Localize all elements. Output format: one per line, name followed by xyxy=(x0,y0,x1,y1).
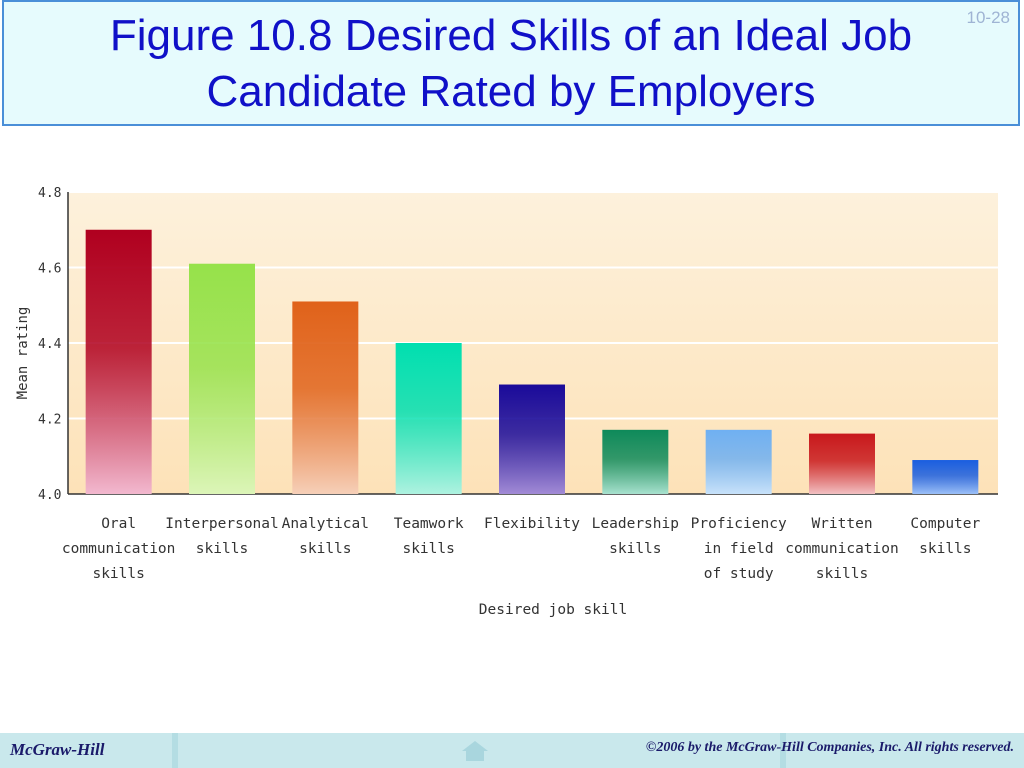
copyright-text: ©2006 by the McGraw-Hill Companies, Inc.… xyxy=(645,740,1014,755)
bar xyxy=(189,263,255,494)
x-tick-label: Teamwork xyxy=(394,516,464,532)
bar xyxy=(292,301,359,494)
x-tick-label: communication xyxy=(62,541,176,557)
bar xyxy=(809,433,875,494)
x-tick-label: skills xyxy=(196,541,248,557)
bar xyxy=(85,229,152,494)
home-icon[interactable] xyxy=(458,736,492,765)
y-tick-label: 4.0 xyxy=(38,488,61,503)
bar xyxy=(395,343,462,494)
x-tick-label: Proficiency xyxy=(691,516,787,532)
bar xyxy=(705,429,772,494)
x-tick-label: communication xyxy=(785,541,899,557)
x-tick-label: skills xyxy=(609,541,661,557)
x-tick-label: Written xyxy=(811,516,872,532)
title-box: Figure 10.8 Desired Skills of an Ideal J… xyxy=(2,0,1020,126)
x-tick-label: Interpersonal xyxy=(165,516,279,532)
footer-stripe xyxy=(172,733,178,768)
bar xyxy=(602,429,669,494)
footer-stripe xyxy=(780,733,786,768)
x-tick-label: skills xyxy=(299,541,351,557)
x-tick-label: Oral xyxy=(101,516,136,532)
bar-chart: 4.0 4.2 4.4 4.6 4.8 Mean rating Oral communicat… xyxy=(14,178,1000,624)
y-tick-label: 4.8 xyxy=(38,186,61,201)
x-tick-label: in field xyxy=(704,541,774,557)
publisher-name: McGraw-Hill xyxy=(10,740,105,759)
bar xyxy=(912,460,979,494)
x-tick-label: skills xyxy=(92,566,144,582)
footer-bar: McGraw-Hill ©2006 by the McGraw-Hill Com… xyxy=(0,733,1024,768)
y-axis-label: Mean rating xyxy=(15,307,31,400)
slide-title: Figure 10.8 Desired Skills of an Ideal J… xyxy=(109,11,913,116)
x-axis-label: Desired job skill xyxy=(479,602,627,618)
y-tick-label: 4.2 xyxy=(38,413,61,428)
x-tick-label: Flexibility xyxy=(484,516,580,532)
x-tick-label: Computer xyxy=(910,516,980,532)
x-tick-label: Leadership xyxy=(592,516,679,532)
x-tick-label: skills xyxy=(919,541,971,557)
y-tick-label: 4.6 xyxy=(38,262,61,277)
slide-number: 10-28 xyxy=(966,8,1010,27)
x-tick-label: skills xyxy=(402,541,454,557)
x-tick-label: skills xyxy=(816,566,868,582)
x-tick-label: of study xyxy=(704,566,774,582)
x-tick-label: Analytical xyxy=(282,516,369,532)
bar xyxy=(499,384,565,494)
y-tick-label: 4.4 xyxy=(38,337,62,352)
